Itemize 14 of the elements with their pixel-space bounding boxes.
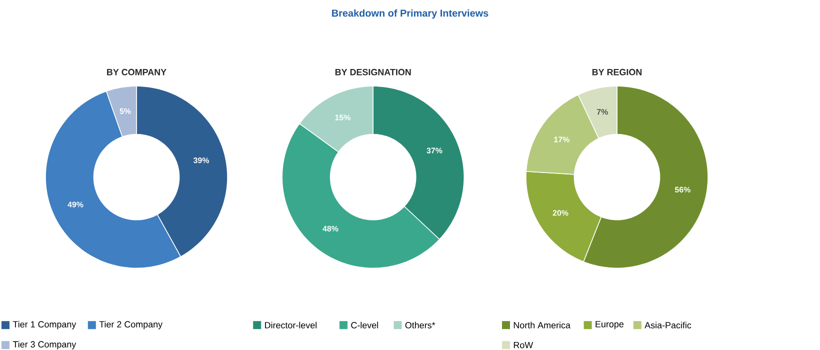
- chart-subtitle: BY DESIGNATION: [335, 68, 411, 76]
- legend-label: Asia-Pacific: [644, 322, 692, 328]
- legend-label: Tier 2 Company: [99, 320, 163, 330]
- chart-title: Breakdown of Primary Interviews: [332, 9, 488, 19]
- legend-label: RoW: [514, 342, 534, 348]
- legend-label: Director-level: [265, 322, 317, 328]
- legend-label: Tier 3 Company: [12, 340, 76, 350]
- chart-subtitle: BY REGION: [592, 68, 642, 76]
- chart-subtitle: BY COMPANY: [107, 68, 166, 76]
- legend-label: C-level: [351, 322, 378, 328]
- legend-label: Europe: [596, 321, 624, 330]
- legend-label: Tier 1 Company: [12, 320, 76, 330]
- legend-label: North America: [514, 322, 570, 328]
- legend-label: Others*: [405, 322, 436, 328]
